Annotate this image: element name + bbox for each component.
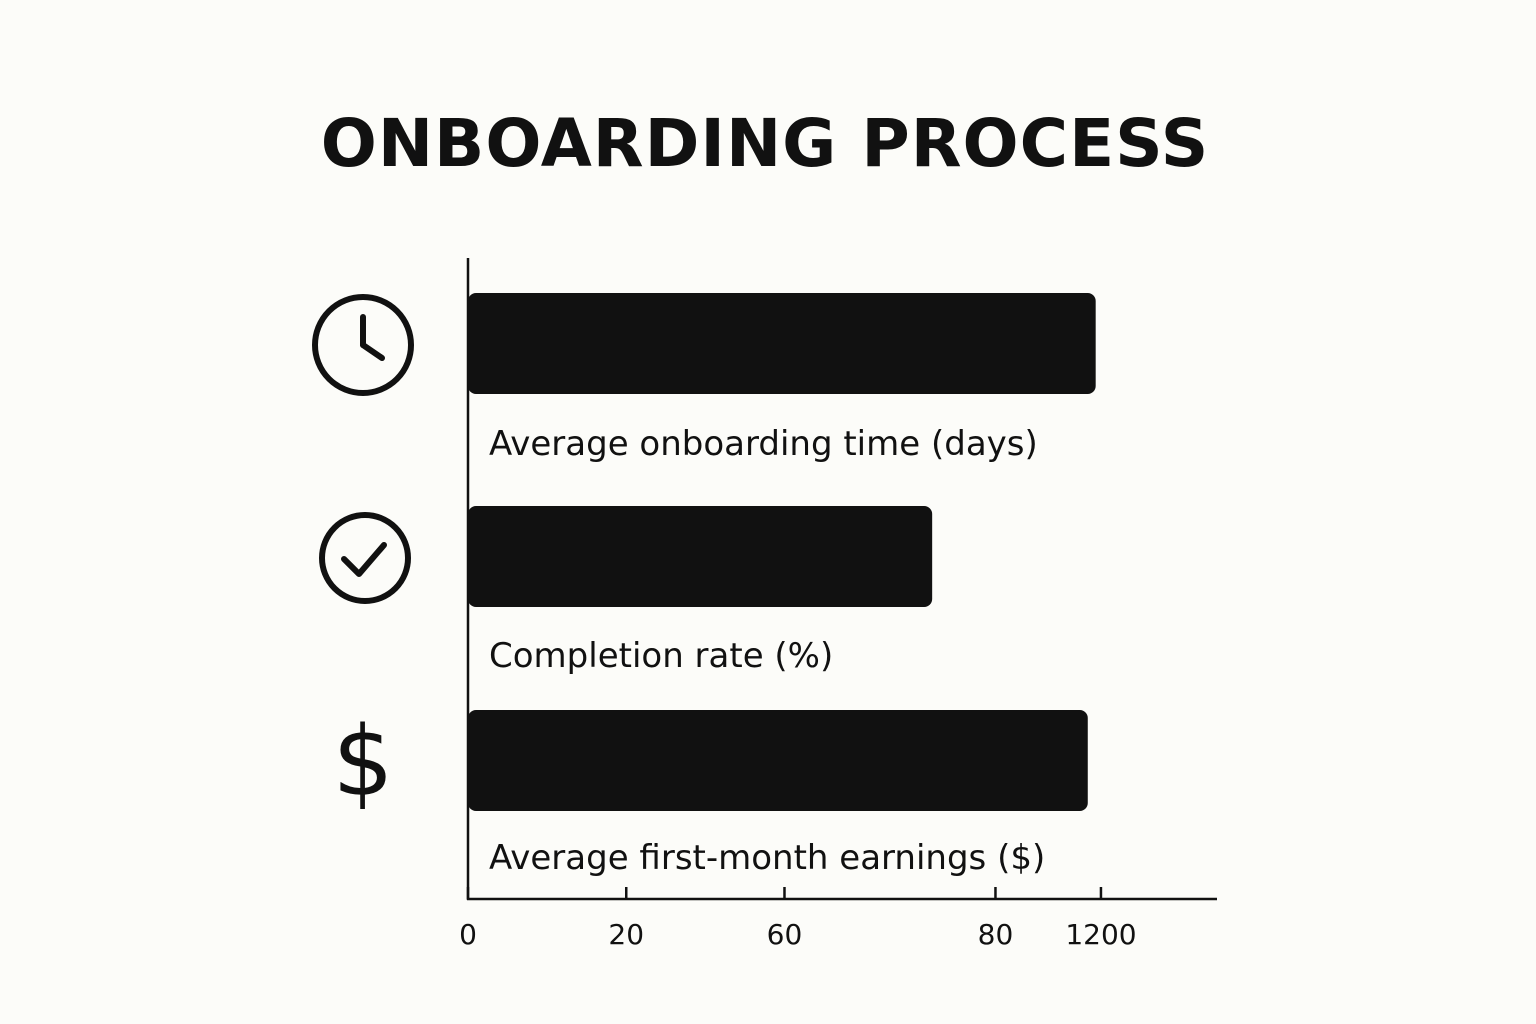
bar-label-1: Average onboarding time (days) bbox=[489, 424, 1038, 464]
bar-label-2: Completion rate (%) bbox=[489, 636, 833, 676]
x-tick-label-60: 60 bbox=[767, 918, 803, 951]
bar-label-3: Average first-month earnings ($) bbox=[489, 838, 1045, 878]
check-circle-icon bbox=[319, 512, 411, 604]
bar-3 bbox=[468, 710, 1088, 811]
bar-2 bbox=[468, 506, 933, 607]
x-tick-label-0: 0 bbox=[459, 918, 477, 951]
chart-title: ONBOARDING PROCESS bbox=[320, 105, 1210, 182]
bar-1 bbox=[468, 293, 1096, 394]
x-tick-label-1200: 1200 bbox=[1065, 918, 1136, 951]
x-tick-label-80: 80 bbox=[978, 918, 1014, 951]
clock-icon bbox=[312, 294, 414, 396]
x-tick-label-20: 20 bbox=[608, 918, 644, 951]
dollar-icon: $ bbox=[332, 706, 393, 818]
